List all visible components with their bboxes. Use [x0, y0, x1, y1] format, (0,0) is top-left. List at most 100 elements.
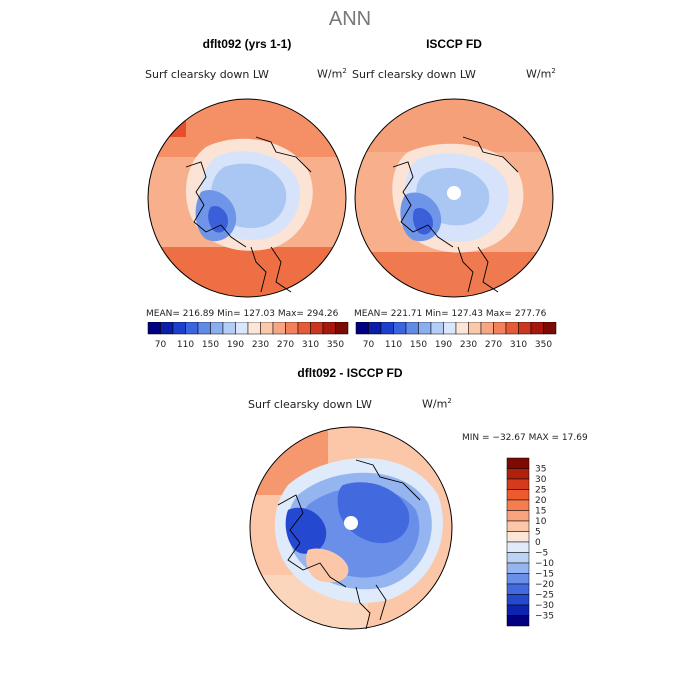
- panel-2-missing-data-pole: [447, 186, 461, 200]
- colorbar-swatch: [368, 322, 382, 335]
- diff-polar-map: [249, 426, 453, 630]
- colorbar-swatch: [355, 322, 369, 335]
- colorbar-tick-label: 310: [510, 340, 527, 350]
- diff-variable: Surf clearsky down LW: [248, 398, 372, 411]
- colorbar-tick-label: −20: [535, 580, 554, 590]
- colorbar-swatch: [506, 510, 530, 522]
- colorbar-tick-label: −5: [535, 549, 548, 559]
- colorbar-swatch: [247, 322, 261, 335]
- colorbar-swatch: [506, 531, 530, 543]
- colorbar-tick-label: −15: [535, 570, 554, 580]
- colorbar-swatch: [480, 322, 494, 335]
- panel-2-units: W/m2: [526, 67, 556, 81]
- colorbar-swatch: [543, 322, 557, 335]
- colorbar-swatch: [506, 573, 530, 585]
- colorbar-tick-label: 150: [410, 340, 427, 350]
- colorbar-swatch: [506, 520, 530, 532]
- colorbar-swatch: [506, 478, 530, 490]
- colorbar-swatch: [322, 322, 336, 335]
- panel-2-case-title: ISCCP FD: [426, 37, 482, 51]
- colorbar-tick-label: −10: [535, 559, 554, 569]
- colorbar-tick-label: −35: [535, 612, 554, 622]
- colorbar-swatch: [272, 322, 286, 335]
- colorbar-tick-label: 0: [535, 538, 541, 548]
- colorbar-swatch: [506, 583, 530, 595]
- colorbar-swatch: [380, 322, 394, 335]
- colorbar-tick-label: 230: [252, 340, 269, 350]
- colorbar-tick-label: 270: [485, 340, 502, 350]
- colorbar-swatch: [506, 562, 530, 574]
- colorbar-swatch: [506, 615, 530, 627]
- colorbar-tick-label: 190: [227, 340, 244, 350]
- colorbar-swatch: [443, 322, 457, 335]
- colorbar-tick-label: 270: [277, 340, 294, 350]
- colorbar-tick-label: 350: [535, 340, 552, 350]
- colorbar-swatch: [310, 322, 324, 335]
- panel-2-stats: MEAN= 221.71 Min= 127.43 Max= 277.76: [354, 309, 547, 319]
- colorbar-tick-label: 35: [535, 465, 546, 475]
- colorbar-swatch: [418, 322, 432, 335]
- colorbar-tick-label: 30: [535, 475, 547, 485]
- panel-1-polar-map: [147, 98, 347, 298]
- colorbar-tick-label: 25: [535, 486, 546, 496]
- colorbar-swatch: [505, 322, 519, 335]
- colorbar-tick-label: 150: [202, 340, 219, 350]
- diff-units: W/m2: [422, 397, 452, 411]
- colorbar-swatch: [493, 322, 507, 335]
- colorbar-tick-label: 5: [535, 528, 541, 538]
- colorbar-swatch: [455, 322, 469, 335]
- colorbar-tick-label: −30: [535, 601, 554, 611]
- colorbar-swatch: [506, 499, 530, 511]
- colorbar-tick-label: 350: [327, 340, 344, 350]
- panel-2-polar-map: [354, 98, 554, 298]
- colorbar-swatch: [210, 322, 224, 335]
- diff-stats: MIN = −32.67 MAX = 17.69: [462, 433, 588, 443]
- colorbar-swatch: [506, 468, 530, 480]
- colorbar-swatch: [518, 322, 532, 335]
- panel-1-colorbar: 70 110 150 190 230 270 310 350: [147, 322, 349, 350]
- colorbar-swatch: [506, 552, 530, 564]
- colorbar-swatch: [430, 322, 444, 335]
- colorbar-tick-label: 20: [535, 496, 547, 506]
- colorbar-swatch: [235, 322, 249, 335]
- colorbar-tick-label: 230: [460, 340, 477, 350]
- colorbar-swatch: [285, 322, 299, 335]
- panel-1-variable: Surf clearsky down LW: [145, 68, 269, 81]
- colorbar-swatch: [172, 322, 186, 335]
- panel-1-case-title: dflt092 (yrs 1-1): [202, 37, 292, 51]
- colorbar-swatch: [405, 322, 419, 335]
- colorbar-swatch: [297, 322, 311, 335]
- colorbar-tick-label: 110: [177, 340, 194, 350]
- colorbar-tick-label: 110: [385, 340, 402, 350]
- colorbar-tick-label: −25: [535, 591, 554, 601]
- colorbar-tick-label: 15: [535, 507, 546, 517]
- panel-2-variable: Surf clearsky down LW: [352, 68, 476, 81]
- colorbar-swatch: [506, 541, 530, 553]
- panel-1-stats: MEAN= 216.89 Min= 127.03 Max= 294.26: [146, 309, 339, 319]
- page-title: ANN: [328, 8, 372, 30]
- colorbar-tick-label: 70: [363, 340, 375, 350]
- colorbar-swatch: [147, 322, 161, 335]
- colorbar-tick-label: 310: [302, 340, 319, 350]
- colorbar-swatch: [468, 322, 482, 335]
- diff-case-title: dflt092 - ISCCP FD: [297, 366, 403, 380]
- colorbar-swatch: [260, 322, 274, 335]
- panel-1-warm-south: [148, 247, 346, 297]
- colorbar-swatch: [506, 594, 530, 606]
- colorbar-swatch: [530, 322, 544, 335]
- diff-missing-data-pole: [344, 516, 358, 530]
- colorbar-swatch: [185, 322, 199, 335]
- colorbar-swatch: [506, 604, 530, 616]
- colorbar-tick-label: 70: [155, 340, 167, 350]
- colorbar-swatch: [222, 322, 236, 335]
- colorbar-swatch: [160, 322, 174, 335]
- colorbar-tick-label: 10: [535, 517, 547, 527]
- panel-1-units: W/m2: [317, 67, 347, 81]
- colorbar-swatch: [393, 322, 407, 335]
- colorbar-tick-label: 190: [435, 340, 452, 350]
- colorbar-swatch: [506, 489, 530, 501]
- colorbar-swatch: [197, 322, 211, 335]
- colorbar-swatch: [506, 457, 530, 469]
- colorbar-swatch: [335, 322, 349, 335]
